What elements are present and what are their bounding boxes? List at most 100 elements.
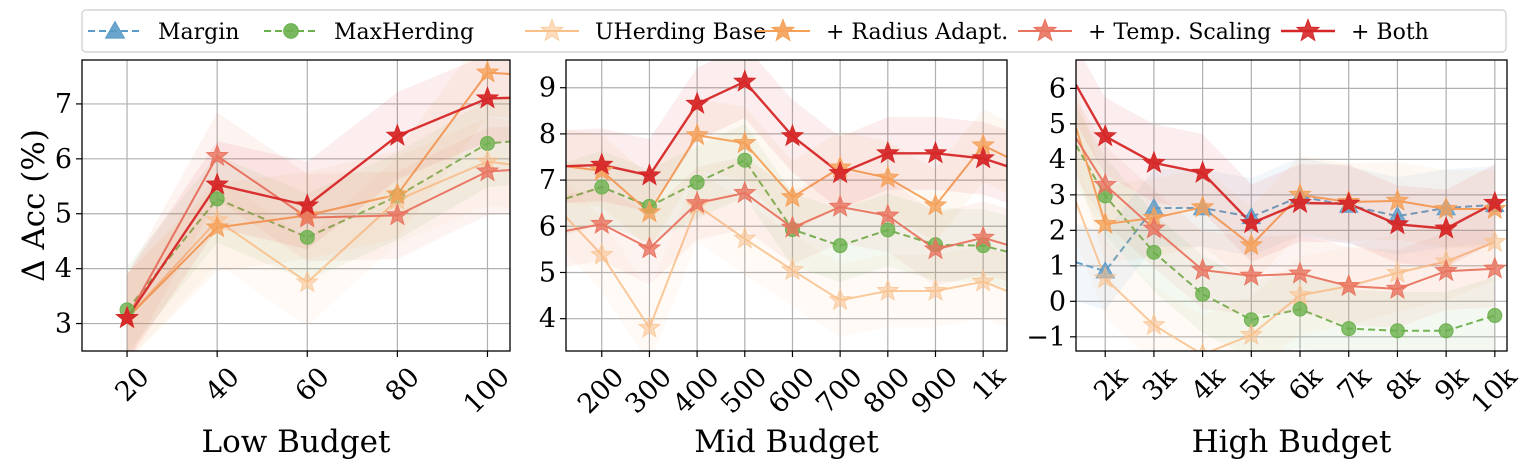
data-point bbox=[875, 278, 900, 302]
data-point bbox=[1288, 261, 1312, 284]
series-line bbox=[126, 71, 510, 319]
data-point bbox=[1385, 211, 1410, 235]
legend-marker bbox=[1032, 18, 1058, 42]
legend-label: UHerding Base bbox=[595, 20, 766, 45]
markers-radius-adapt bbox=[589, 122, 995, 223]
y-tick-label: 5 bbox=[539, 257, 556, 288]
legend-label: + Temp. Scaling bbox=[1088, 20, 1271, 45]
data-point bbox=[637, 236, 662, 259]
data-point bbox=[205, 215, 229, 238]
legend-item-uherding-base: UHerding Base bbox=[525, 18, 766, 45]
x-tick-label: 5k bbox=[1234, 361, 1280, 407]
y-tick-label: 7 bbox=[55, 89, 72, 120]
data-point bbox=[1487, 308, 1503, 324]
data-point bbox=[732, 130, 757, 154]
confidence-band bbox=[127, 60, 510, 351]
data-point bbox=[880, 222, 896, 238]
series-line bbox=[1076, 127, 1495, 247]
data-point bbox=[1385, 276, 1410, 299]
data-point bbox=[1093, 172, 1118, 195]
y-axis: 3 4 5 6 7 bbox=[55, 89, 82, 340]
y-tick-label: 2 bbox=[1049, 215, 1066, 246]
data-point bbox=[780, 184, 805, 208]
y-tick-label: 4 bbox=[55, 254, 72, 285]
data-point bbox=[685, 190, 709, 214]
data-point bbox=[923, 140, 948, 164]
legend-item-radius-adapt: + Radius Adapt. bbox=[756, 18, 1008, 45]
data-point bbox=[1190, 342, 1215, 351]
data-point bbox=[971, 225, 995, 248]
series-radius-adapt bbox=[1076, 88, 1495, 284]
x-tick-label: 400 bbox=[667, 362, 725, 420]
data-point bbox=[1239, 232, 1264, 256]
data-point bbox=[299, 229, 315, 245]
series-line bbox=[126, 160, 510, 319]
data-point bbox=[1336, 273, 1361, 297]
grid bbox=[566, 60, 1007, 351]
data-point bbox=[1142, 150, 1166, 173]
series-uherding-base bbox=[126, 117, 510, 351]
data-point bbox=[205, 143, 229, 167]
markers-temp-scaling bbox=[1093, 172, 1507, 299]
y-tick-label: 4 bbox=[1049, 144, 1066, 175]
legend-marker bbox=[1295, 18, 1321, 42]
x-tick-label: 4k bbox=[1186, 361, 1232, 407]
x-tick-label: 600 bbox=[763, 362, 821, 420]
data-point bbox=[1336, 191, 1361, 214]
data-point bbox=[832, 238, 848, 254]
data-point bbox=[923, 236, 948, 260]
series-line bbox=[126, 96, 510, 319]
y-tick-label: 7 bbox=[539, 165, 556, 196]
data-point bbox=[1483, 256, 1507, 279]
x-tick-label: 60 bbox=[290, 362, 336, 408]
data-point bbox=[732, 226, 757, 249]
x-tick-label: 700 bbox=[810, 362, 868, 420]
data-point bbox=[1389, 323, 1405, 339]
x-tick-label: 300 bbox=[620, 362, 678, 420]
data-point bbox=[923, 193, 948, 216]
legend-label: MaxHerding bbox=[334, 20, 474, 45]
legend-item-both: + Both bbox=[1281, 18, 1429, 45]
x-tick-label: 40 bbox=[199, 362, 245, 408]
data-point bbox=[1142, 216, 1166, 239]
data-point bbox=[479, 135, 495, 151]
series-line bbox=[1076, 137, 1495, 290]
x-tick-label: 500 bbox=[715, 362, 773, 420]
x-axis-label: Low Budget bbox=[202, 424, 391, 460]
legend-label: + Radius Adapt. bbox=[826, 20, 1008, 45]
x-axis: 20 40 60 80 100 bbox=[109, 351, 516, 420]
confidence-band bbox=[127, 60, 510, 351]
data-point bbox=[685, 91, 709, 114]
y-tick-label: 5 bbox=[55, 199, 72, 230]
x-tick-label: 3k bbox=[1137, 361, 1183, 407]
y-axis: −1 0 1 2 3 4 5 6 bbox=[1026, 73, 1076, 353]
x-tick-label: 2k bbox=[1088, 361, 1134, 407]
data-point bbox=[1438, 323, 1454, 339]
data-point bbox=[875, 165, 900, 188]
data-point bbox=[594, 179, 610, 195]
data-point bbox=[1093, 265, 1118, 289]
x-tick-label: 1k bbox=[966, 361, 1012, 407]
data-point bbox=[689, 174, 705, 190]
data-point bbox=[295, 193, 320, 216]
data-point bbox=[1434, 196, 1458, 220]
y-tick-label: 6 bbox=[1049, 73, 1066, 104]
data-point bbox=[923, 278, 948, 302]
legend-label: + Both bbox=[1351, 20, 1429, 45]
data-point bbox=[1093, 123, 1118, 147]
data-point bbox=[637, 163, 662, 186]
data-point bbox=[1190, 160, 1215, 183]
series-uherding-base bbox=[1076, 163, 1496, 351]
data-point bbox=[780, 123, 805, 147]
y-axis-label: Δ Acc (%) bbox=[16, 129, 52, 282]
axes-frame bbox=[81, 59, 511, 352]
series-line bbox=[1076, 201, 1496, 351]
data-point bbox=[115, 305, 139, 329]
x-tick-label: 200 bbox=[572, 362, 630, 420]
confidence-band bbox=[566, 156, 1007, 286]
data-point bbox=[205, 172, 229, 195]
y-tick-label: 5 bbox=[1049, 109, 1066, 140]
series-radius-adapt bbox=[126, 60, 510, 351]
y-tick-label: 3 bbox=[55, 309, 72, 340]
